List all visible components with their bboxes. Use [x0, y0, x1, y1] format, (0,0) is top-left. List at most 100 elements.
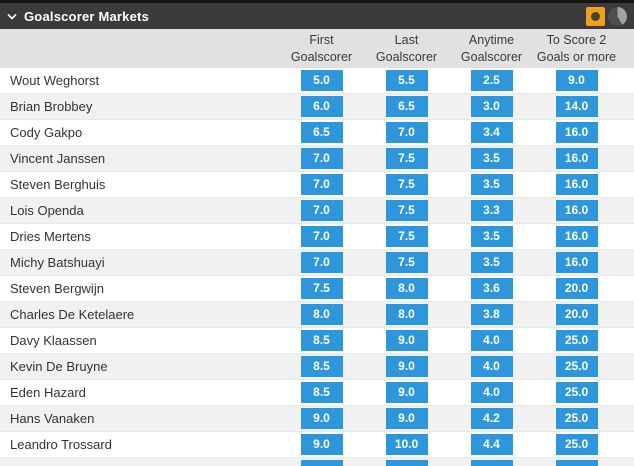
- odds-button-first-goalscorer[interactable]: 6.5: [300, 122, 343, 143]
- odds-cell: 20.0: [534, 304, 619, 325]
- odds-button-anytime-goalscorer[interactable]: 2.5: [470, 70, 513, 91]
- top-strip: [0, 0, 634, 3]
- odds-button-first-goalscorer[interactable]: 7.5: [300, 278, 343, 299]
- odds-button-last-goalscorer[interactable]: 6.5: [385, 96, 428, 117]
- odds-cell: 8.5: [279, 330, 364, 351]
- odds-button-to-score-2[interactable]: 16.0: [555, 252, 598, 273]
- table-row: Charles De Ketelaere 8.0 8.0 3.8 20.0: [0, 302, 634, 328]
- odds-button-anytime-goalscorer[interactable]: 3.6: [470, 278, 513, 299]
- odds-button-to-score-2[interactable]: 25.0: [555, 330, 598, 351]
- odds-cell: 4.0: [449, 330, 534, 351]
- odds-button-last-goalscorer[interactable]: 9.0: [385, 356, 428, 377]
- odds-button-last-goalscorer[interactable]: 7.0: [385, 122, 428, 143]
- odds-button-first-goalscorer[interactable]: 7.0: [300, 226, 343, 247]
- odds-button-anytime-goalscorer[interactable]: 3.5: [470, 174, 513, 195]
- odds-button-first-goalscorer[interactable]: 8.0: [300, 304, 343, 325]
- ball-toggle-icon[interactable]: [586, 6, 605, 26]
- odds-button-first-goalscorer[interactable]: [300, 460, 343, 466]
- odds-button-to-score-2[interactable]: 25.0: [555, 356, 598, 377]
- odds-button-last-goalscorer[interactable]: 7.5: [385, 226, 428, 247]
- odds-button-anytime-goalscorer[interactable]: 4.2: [470, 408, 513, 429]
- odds-button-to-score-2[interactable]: 25.0: [555, 434, 598, 455]
- odds-button-to-score-2[interactable]: 9.0: [555, 70, 598, 91]
- odds-button-to-score-2[interactable]: 25.0: [555, 382, 598, 403]
- odds-button-anytime-goalscorer[interactable]: 4.0: [470, 382, 513, 403]
- odds-cell: 9.0: [364, 408, 449, 429]
- odds-button-anytime-goalscorer[interactable]: 3.5: [470, 252, 513, 273]
- odds-cell: 7.5: [364, 200, 449, 221]
- player-name: Hans Vanaken: [10, 411, 95, 426]
- odds-button-first-goalscorer[interactable]: 8.5: [300, 330, 343, 351]
- odds-button-last-goalscorer[interactable]: 9.0: [385, 330, 428, 351]
- odds-button-to-score-2[interactable]: 16.0: [555, 226, 598, 247]
- odds-button-anytime-goalscorer[interactable]: [470, 460, 513, 466]
- odds-cell: 25.0: [534, 408, 619, 429]
- odds-button-to-score-2[interactable]: 16.0: [555, 122, 598, 143]
- table-row: Dries Mertens 7.0 7.5 3.5 16.0: [0, 224, 634, 250]
- odds-button-anytime-goalscorer[interactable]: 3.0: [470, 96, 513, 117]
- odds-button-last-goalscorer[interactable]: 7.5: [385, 148, 428, 169]
- odds-cell: 3.5: [449, 252, 534, 273]
- odds-button-to-score-2[interactable]: 16.0: [555, 148, 598, 169]
- odds-cell: 8.0: [364, 278, 449, 299]
- odds-button-last-goalscorer[interactable]: 5.5: [385, 70, 428, 91]
- odds-button-first-goalscorer[interactable]: 9.0: [300, 408, 343, 429]
- column-header-line: Goalscorer: [375, 49, 438, 64]
- odds-button-anytime-goalscorer[interactable]: 3.5: [470, 148, 513, 169]
- odds-button-anytime-goalscorer[interactable]: 4.4: [470, 434, 513, 455]
- odds-cell: [364, 460, 449, 466]
- odds-cell: 7.0: [279, 174, 364, 195]
- odds-button-last-goalscorer[interactable]: 7.5: [385, 252, 428, 273]
- odds-cell: 3.3: [449, 200, 534, 221]
- odds-button-to-score-2[interactable]: 16.0: [555, 200, 598, 221]
- odds-button-first-goalscorer[interactable]: 7.0: [300, 174, 343, 195]
- odds-button-last-goalscorer[interactable]: 8.0: [385, 278, 428, 299]
- odds-button-first-goalscorer[interactable]: 6.0: [300, 96, 343, 117]
- market-group-title: Goalscorer Markets: [24, 8, 149, 24]
- odds-cell: 7.5: [279, 278, 364, 299]
- column-header-line: Goalscorer: [460, 49, 523, 64]
- player-name: Vincent Janssen: [10, 151, 106, 166]
- odds-cell: 3.8: [449, 304, 534, 325]
- odds-button-last-goalscorer[interactable]: 7.5: [385, 174, 428, 195]
- odds-button-to-score-2[interactable]: 25.0: [555, 408, 598, 429]
- odds-button-first-goalscorer[interactable]: 8.5: [300, 356, 343, 377]
- odds-cell: 4.4: [449, 434, 534, 455]
- odds-cell: 5.5: [364, 70, 449, 91]
- odds-button-to-score-2[interactable]: 14.0: [555, 96, 598, 117]
- odds-button-last-goalscorer[interactable]: 10.0: [385, 434, 428, 455]
- odds-button-first-goalscorer[interactable]: 7.0: [300, 252, 343, 273]
- odds-button-last-goalscorer[interactable]: 9.0: [385, 408, 428, 429]
- odds-button-first-goalscorer[interactable]: 5.0: [300, 70, 343, 91]
- odds-button-first-goalscorer[interactable]: 8.5: [300, 382, 343, 403]
- odds-button-last-goalscorer[interactable]: 9.0: [385, 382, 428, 403]
- odds-button-first-goalscorer[interactable]: 9.0: [300, 434, 343, 455]
- odds-button-first-goalscorer[interactable]: 7.0: [300, 148, 343, 169]
- odds-cell: 9.0: [364, 382, 449, 403]
- column-header-to-score-2: To Score 2 Goals or more: [534, 32, 619, 65]
- odds-button-anytime-goalscorer[interactable]: 3.3: [470, 200, 513, 221]
- odds-button-anytime-goalscorer[interactable]: 3.4: [470, 122, 513, 143]
- odds-button-anytime-goalscorer[interactable]: 4.0: [470, 356, 513, 377]
- clock-toggle-icon[interactable]: [608, 6, 627, 26]
- odds-button-anytime-goalscorer[interactable]: 4.0: [470, 330, 513, 351]
- odds-cell: 9.0: [364, 330, 449, 351]
- odds-cell: 3.6: [449, 278, 534, 299]
- odds-cell: 25.0: [534, 382, 619, 403]
- column-header-first-goalscorer: First Goalscorer: [279, 32, 364, 65]
- odds-button-anytime-goalscorer[interactable]: 3.5: [470, 226, 513, 247]
- column-header-line: Last: [394, 33, 419, 48]
- odds-cell: [449, 460, 534, 466]
- odds-button-last-goalscorer[interactable]: 8.0: [385, 304, 428, 325]
- odds-button-first-goalscorer[interactable]: 7.0: [300, 200, 343, 221]
- odds-button-to-score-2[interactable]: 20.0: [555, 304, 598, 325]
- odds-button-anytime-goalscorer[interactable]: 3.8: [470, 304, 513, 325]
- odds-button-last-goalscorer[interactable]: [385, 460, 428, 466]
- odds-cell: 6.0: [279, 96, 364, 117]
- odds-button-last-goalscorer[interactable]: 7.5: [385, 200, 428, 221]
- odds-button-to-score-2[interactable]: 20.0: [555, 278, 598, 299]
- market-group-header[interactable]: Goalscorer Markets: [0, 3, 634, 29]
- odds-cell: 4.0: [449, 356, 534, 377]
- odds-button-to-score-2[interactable]: [555, 460, 598, 466]
- odds-button-to-score-2[interactable]: 16.0: [555, 174, 598, 195]
